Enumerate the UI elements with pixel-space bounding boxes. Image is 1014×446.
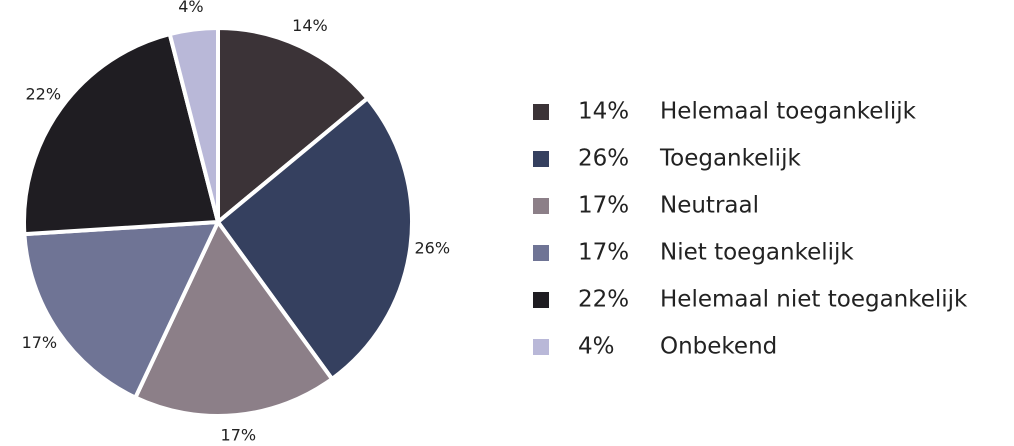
data-label: 22% — [25, 85, 61, 104]
legend-swatch — [533, 339, 549, 355]
legend-label: Onbekend — [660, 334, 777, 360]
data-label: 26% — [415, 239, 451, 258]
legend-label: Niet toegankelijk — [660, 240, 854, 266]
pie-slice — [216, 25, 371, 227]
legend-label: Neutraal — [660, 193, 759, 219]
legend-swatch — [533, 104, 549, 120]
pie-slice — [132, 218, 335, 418]
data-label: 17% — [22, 333, 58, 352]
legend-value: 17% — [578, 240, 629, 266]
pie-slice — [215, 95, 414, 382]
legend-swatch — [533, 198, 549, 214]
legend-value: 17% — [578, 193, 629, 219]
pie-slice — [22, 219, 222, 401]
data-label: 14% — [292, 16, 328, 35]
legend-value: 14% — [578, 99, 629, 125]
legend-swatch — [533, 292, 549, 308]
pie-slice — [167, 25, 220, 223]
data-label: 17% — [221, 426, 257, 445]
legend-swatch — [533, 245, 549, 261]
legend-label: Helemaal toegankelijk — [660, 99, 917, 125]
legend-swatch — [533, 151, 549, 167]
legend-value: 26% — [578, 146, 629, 172]
data-label: 4% — [178, 0, 203, 16]
legend-value: 4% — [578, 334, 615, 360]
legend-value: 22% — [578, 287, 629, 313]
legend-label: Toegankelijk — [659, 146, 801, 172]
pie-slice — [22, 31, 221, 237]
legend-label: Helemaal niet toegankelijk — [660, 287, 968, 313]
